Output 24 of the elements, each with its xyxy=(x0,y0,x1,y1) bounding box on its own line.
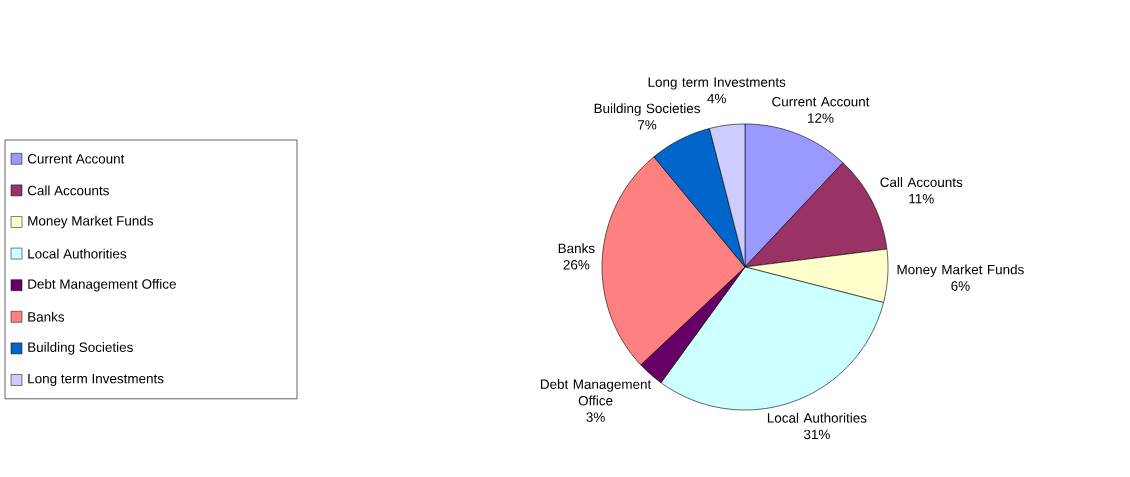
slice-label: Banks xyxy=(558,243,595,254)
slice-label: Current Account xyxy=(772,96,870,107)
data-label: 26% xyxy=(563,260,590,270)
legend-label: Money Market Funds xyxy=(28,215,154,229)
data-label: 6% xyxy=(951,281,970,291)
data-label: 31% xyxy=(803,429,830,440)
legend-label: Banks xyxy=(28,311,65,322)
slice-label: Long term Investments xyxy=(648,77,786,90)
data-label: 12% xyxy=(808,113,834,123)
data-label: 11% xyxy=(909,193,934,204)
legend-label: Local Authorities xyxy=(28,248,127,259)
data-label: 4% xyxy=(707,93,726,104)
legend-label: Long term Investments xyxy=(28,373,164,387)
slice-label: Debt Management Office xyxy=(540,379,652,406)
data-label: 3% xyxy=(586,412,605,422)
slice-label: Money Market Funds xyxy=(897,264,1024,277)
data-label: 7% xyxy=(638,120,657,130)
legend-label: Building Societies xyxy=(28,342,133,355)
legend-label: Debt Management Office xyxy=(28,278,176,292)
slice-label: Local Authorities xyxy=(767,412,867,423)
slice-label: Building Societies xyxy=(594,103,700,116)
slice-label: Call Accounts xyxy=(880,177,963,187)
legend-label: Call Accounts xyxy=(27,185,109,196)
legend-label: Current Account xyxy=(27,154,125,164)
